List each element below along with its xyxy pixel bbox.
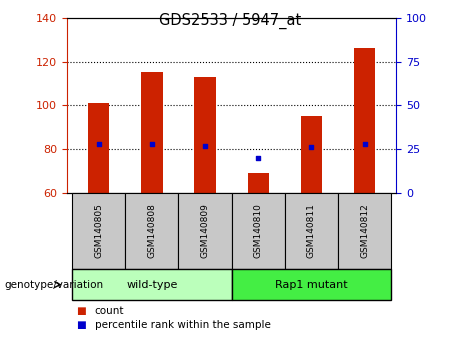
Bar <box>231 269 391 300</box>
Text: wild-type: wild-type <box>126 280 177 290</box>
Bar <box>248 173 269 193</box>
Text: GSM140810: GSM140810 <box>254 204 263 258</box>
Text: ■: ■ <box>76 320 86 330</box>
Bar <box>231 193 285 269</box>
Bar <box>178 193 231 269</box>
Point <box>148 141 156 147</box>
Text: GSM140812: GSM140812 <box>360 204 369 258</box>
Point <box>361 141 368 147</box>
Text: GDS2533 / 5947_at: GDS2533 / 5947_at <box>160 12 301 29</box>
Bar <box>195 77 216 193</box>
Point <box>95 141 102 147</box>
Text: GSM140805: GSM140805 <box>94 204 103 258</box>
Text: Rap1 mutant: Rap1 mutant <box>275 280 348 290</box>
Text: percentile rank within the sample: percentile rank within the sample <box>95 320 271 330</box>
Bar <box>301 116 322 193</box>
Text: GSM140808: GSM140808 <box>148 204 156 258</box>
Text: count: count <box>95 306 124 316</box>
Bar <box>72 193 125 269</box>
Bar <box>285 193 338 269</box>
Point <box>254 155 262 161</box>
Bar <box>338 193 391 269</box>
Bar <box>354 48 375 193</box>
Bar <box>125 193 178 269</box>
Text: ■: ■ <box>76 306 86 316</box>
Bar <box>88 103 109 193</box>
Text: genotype/variation: genotype/variation <box>5 280 104 290</box>
Text: GSM140809: GSM140809 <box>201 204 210 258</box>
Bar <box>141 73 163 193</box>
Text: GSM140811: GSM140811 <box>307 204 316 258</box>
Bar <box>72 269 231 300</box>
Point <box>307 144 315 150</box>
Point <box>201 143 209 148</box>
